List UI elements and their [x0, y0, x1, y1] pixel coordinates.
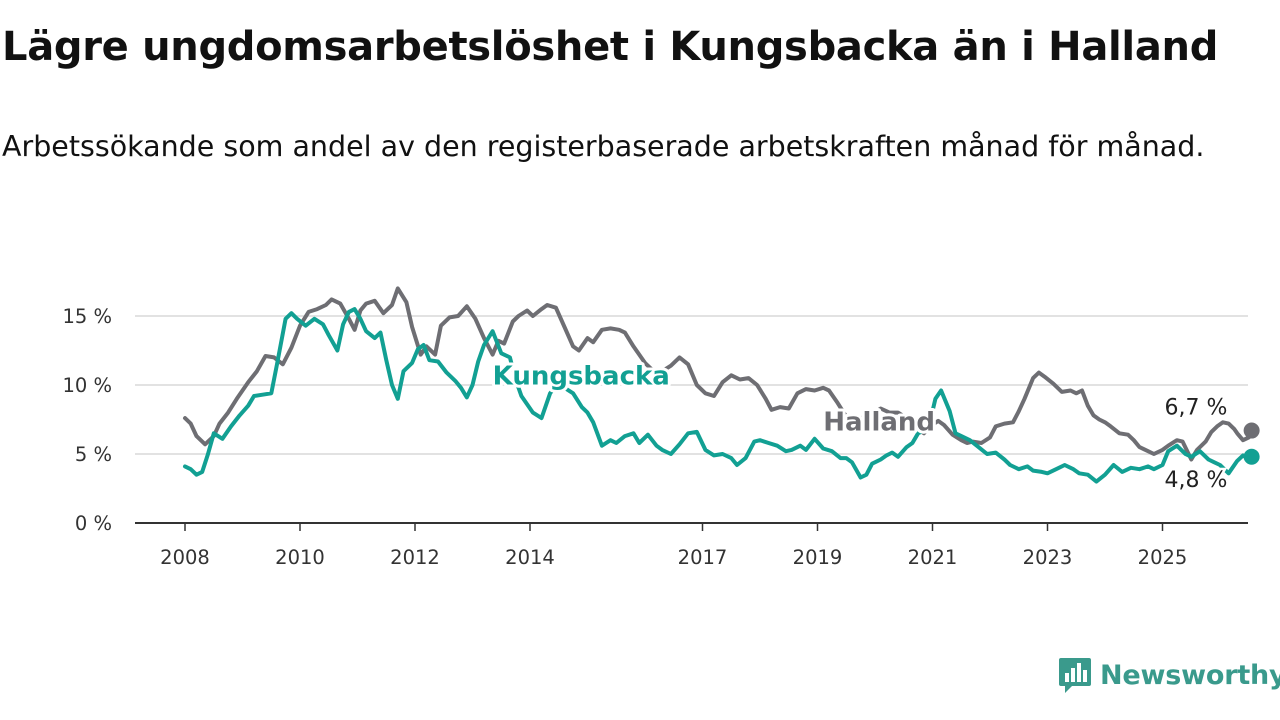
end-value-label-kungsbacka: 4,8 % [1165, 468, 1228, 493]
x-tick-label: 2023 [1023, 546, 1073, 569]
y-tick-label: 10 % [62, 374, 112, 397]
x-tick-label: 2019 [793, 546, 843, 569]
newsworthy-brand: Newsworthy [1058, 655, 1280, 695]
y-tick-label: 15 % [62, 305, 112, 328]
brand-name: Newsworthy [1100, 659, 1280, 691]
series-end-point-kungsbacka [1243, 448, 1260, 465]
x-tick-label: 2025 [1138, 546, 1188, 569]
series-lines [183, 286, 1260, 484]
chart-subtitle: Arbetssökande som andel av den registerb… [2, 130, 1205, 163]
x-tick-label: 2021 [908, 546, 958, 569]
y-tick-label: 5 % [75, 443, 112, 466]
chart-title: Lägre ungdomsarbetslöshet i Kungsbacka ä… [2, 24, 1219, 70]
series-label-halland: Halland [823, 407, 935, 437]
newsworthy-logo-icon [1059, 658, 1091, 693]
x-tick-label: 2008 [160, 546, 210, 569]
series-line-kungsbacka [183, 307, 1254, 484]
grid-lines [135, 315, 1248, 524]
y-axis-ticks: 0 % 5 % 10 % 15 % [62, 305, 112, 535]
y-tick-label: 0 % [75, 512, 112, 535]
x-tick-label: 2017 [678, 546, 728, 569]
series-line-halland [183, 286, 1254, 462]
series-labels: Halland 6,7 % Kungsbacka 4,8 % [490, 359, 1230, 496]
x-tick-label: 2014 [505, 546, 555, 569]
series-end-point-halland [1243, 422, 1260, 439]
series-label-kungsbacka: Kungsbacka [493, 362, 670, 392]
x-tick-label: 2010 [275, 546, 325, 569]
end-value-label-halland: 6,7 % [1165, 396, 1228, 421]
x-axis-ticks: 2008 2010 2012 2014 2017 2019 2021 2023 2025 [160, 523, 1187, 569]
x-tick-label: 2012 [390, 546, 440, 569]
